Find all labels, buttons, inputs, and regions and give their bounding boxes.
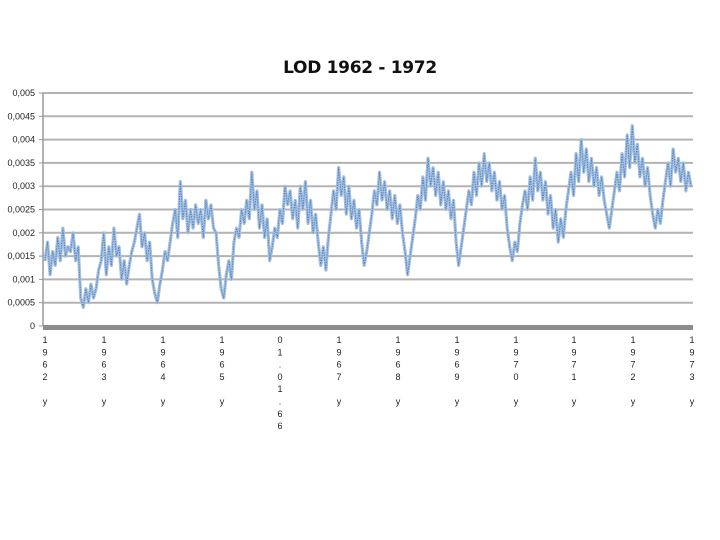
svg-text:1: 1	[160, 335, 165, 345]
svg-text:9: 9	[689, 347, 694, 357]
x-tick-label: 1 9 6 5 y	[219, 335, 224, 407]
x-axis: 1 9 6 2 y 1 9 6 3 y 1 9 6 4 y 1 9 6 5 y 0 1. 0 1. 6 6 1 9 6 7 y 1 9 6 8 y 1 9…	[42, 325, 695, 431]
svg-text:1: 1	[42, 335, 47, 345]
svg-text:0: 0	[513, 372, 518, 382]
svg-text:6: 6	[101, 360, 106, 370]
gridlines	[43, 92, 693, 304]
svg-text:1: 1	[630, 335, 635, 345]
svg-text:y: y	[455, 397, 460, 407]
svg-text:y: y	[43, 397, 48, 407]
svg-text:1: 1	[336, 335, 341, 345]
x-tick-label: 1 9 7 3 y	[689, 335, 694, 407]
svg-text:6: 6	[336, 360, 341, 370]
svg-text:y: y	[102, 397, 107, 407]
svg-text:.: .	[279, 397, 282, 407]
svg-text:1: 1	[395, 335, 400, 345]
svg-text:9: 9	[101, 347, 106, 357]
chart-title: LOD 1962 - 1972	[283, 58, 437, 78]
svg-text:6: 6	[454, 360, 459, 370]
svg-text:9: 9	[160, 347, 165, 357]
svg-text:7: 7	[513, 360, 518, 370]
svg-text:1: 1	[101, 335, 106, 345]
svg-text:1: 1	[571, 372, 576, 382]
x-tick-label: 1 9 6 3 y	[101, 335, 106, 407]
svg-text:9: 9	[395, 347, 400, 357]
svg-text:0: 0	[277, 335, 282, 345]
y-tick-label: 0,0035	[7, 158, 35, 168]
x-tick-label: 1 9 6 4 y	[160, 335, 165, 407]
x-tick-label: 1 9 6 9 y	[454, 335, 459, 407]
svg-text:2: 2	[630, 372, 635, 382]
svg-text:6: 6	[277, 421, 282, 431]
svg-text:9: 9	[513, 347, 518, 357]
svg-text:2: 2	[42, 372, 47, 382]
svg-text:1: 1	[513, 335, 518, 345]
x-tick-label: 1 9 7 0 y	[513, 335, 518, 407]
y-tick-label: 0,003	[12, 181, 35, 191]
svg-text:8: 8	[395, 372, 400, 382]
y-tick-label: 0,004	[12, 135, 35, 145]
y-tick-label: 0,005	[12, 88, 35, 98]
y-axis: 0 0,0005 0,001 0,0015 0,002 0,0025 0,003 0,0035…	[7, 88, 44, 331]
svg-text:6: 6	[277, 409, 282, 419]
series-line	[44, 125, 692, 308]
y-tick-label: 0,0025	[7, 205, 35, 215]
y-tick-label: 0,001	[12, 274, 35, 284]
x-axis-bar	[43, 325, 693, 330]
svg-text:3: 3	[101, 372, 106, 382]
svg-text:7: 7	[689, 360, 694, 370]
svg-text:y: y	[337, 397, 342, 407]
svg-text:9: 9	[219, 347, 224, 357]
x-tick-label: 1 9 6 2 y	[42, 335, 47, 407]
svg-text:y: y	[220, 397, 225, 407]
svg-text:1: 1	[689, 335, 694, 345]
x-tick-label: 1 9 6 7 y	[336, 335, 341, 407]
svg-text:6: 6	[219, 360, 224, 370]
svg-text:y: y	[514, 397, 519, 407]
x-tick-label: 0 1. 0 1. 6 6	[277, 335, 282, 431]
svg-text:3: 3	[689, 372, 694, 382]
svg-text:1: 1	[219, 335, 224, 345]
svg-text:5: 5	[219, 372, 224, 382]
svg-text:9: 9	[454, 347, 459, 357]
x-tick-label: 1 9 7 2 y	[630, 335, 635, 407]
svg-text:1: 1	[454, 335, 459, 345]
svg-text:4: 4	[160, 372, 165, 382]
y-tick-label: 0,002	[12, 228, 35, 238]
svg-text:y: y	[572, 397, 577, 407]
y-tick-label: 0	[30, 321, 35, 331]
svg-text:.: .	[279, 360, 282, 370]
svg-text:9: 9	[336, 347, 341, 357]
x-tick-label: 1 9 7 1 y	[571, 335, 576, 407]
svg-text:9: 9	[42, 347, 47, 357]
svg-text:6: 6	[160, 360, 165, 370]
svg-text:y: y	[690, 397, 695, 407]
svg-text:1: 1	[277, 347, 282, 357]
svg-text:y: y	[396, 397, 401, 407]
svg-text:7: 7	[630, 360, 635, 370]
y-tick-label: 0,0045	[7, 111, 35, 121]
svg-text:6: 6	[42, 360, 47, 370]
svg-text:1: 1	[571, 335, 576, 345]
svg-text:9: 9	[630, 347, 635, 357]
svg-text:7: 7	[571, 360, 576, 370]
svg-text:7: 7	[336, 372, 341, 382]
x-tick-label: 1 9 6 8 y	[395, 335, 400, 407]
svg-text:y: y	[161, 397, 166, 407]
svg-text:0: 0	[277, 372, 282, 382]
y-tick-label: 0,0015	[7, 251, 35, 261]
svg-text:y: y	[631, 397, 636, 407]
svg-text:9: 9	[571, 347, 576, 357]
y-tick-label: 0,0005	[7, 298, 35, 308]
data-series-lod	[43, 124, 693, 309]
svg-text:6: 6	[395, 360, 400, 370]
svg-text:9: 9	[454, 372, 459, 382]
svg-text:1: 1	[277, 384, 282, 394]
